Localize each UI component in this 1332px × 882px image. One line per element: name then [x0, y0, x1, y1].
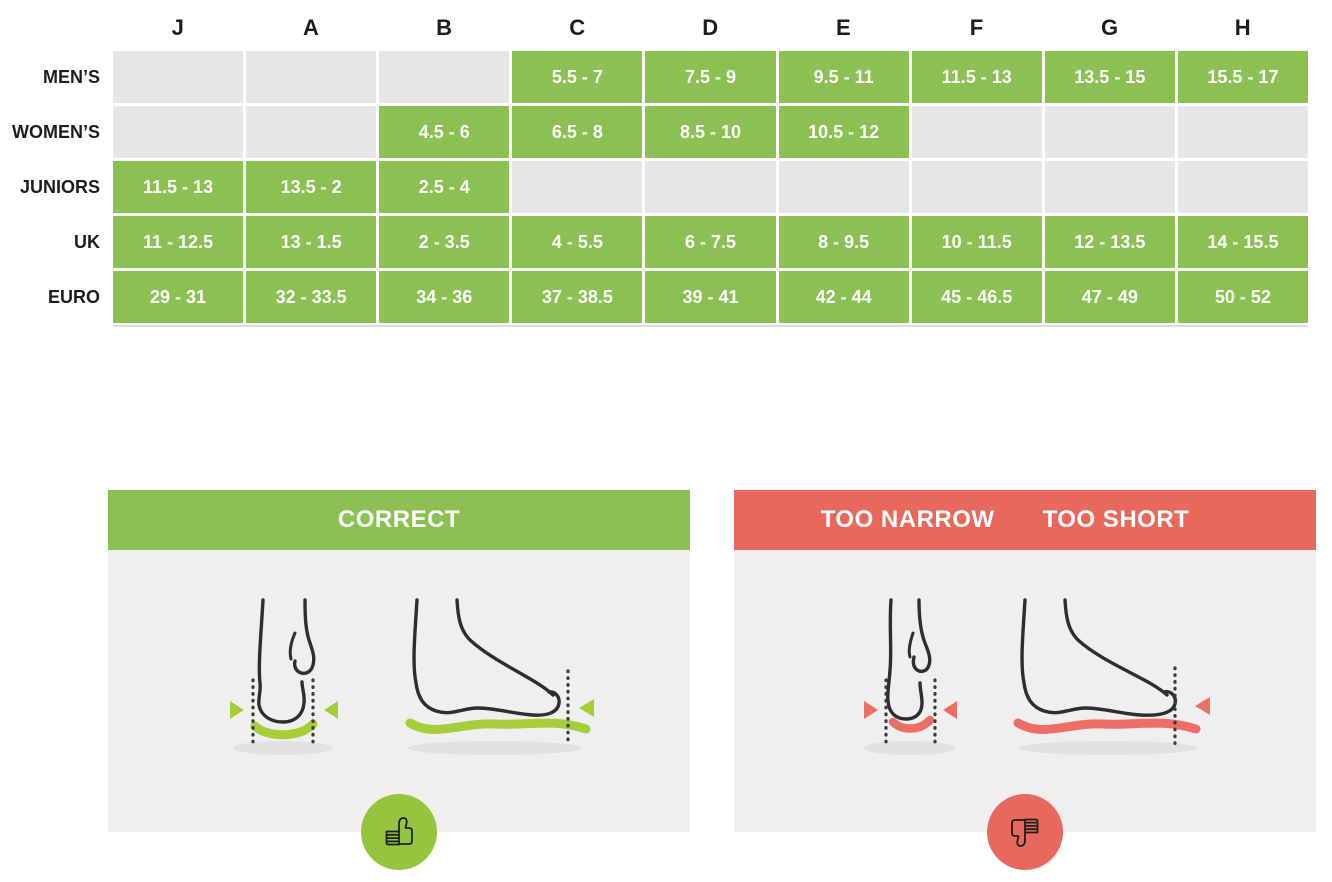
size-cell [645, 161, 776, 213]
arrow-left-icon [1195, 697, 1210, 715]
column-header-j: J [171, 15, 185, 40]
corner-cell [0, 8, 110, 48]
row-label: MEN’S [42, 66, 100, 87]
table-underline [113, 325, 1308, 327]
incorrect-panel-header: TOO NARROW TOO SHORT [734, 490, 1316, 550]
incorrect-fit-panel: TOO NARROW TOO SHORT [734, 490, 1316, 870]
row-label: WOMEN’S [12, 121, 100, 142]
correct-panel-header: CORRECT [108, 490, 690, 550]
arrow-right-icon [864, 701, 878, 719]
size-cell: 10.5 - 12 [778, 106, 909, 158]
row-label: UK [74, 231, 100, 252]
size-cell [512, 161, 643, 213]
size-cell: 13.5 - 15 [1044, 51, 1175, 103]
too-short-title: TOO SHORT [1042, 506, 1190, 533]
size-cell: 11 - 12.5 [113, 216, 244, 268]
arrow-left-icon [324, 701, 338, 719]
size-cell [911, 161, 1042, 213]
size-cell [911, 106, 1042, 158]
incorrect-panel-body [734, 550, 1316, 870]
column-header-b: B [436, 15, 453, 40]
row-label: EURO [47, 286, 100, 307]
size-cell: 42 - 44 [778, 271, 909, 323]
too-narrow-title: TOO NARROW [820, 506, 995, 533]
size-cell: 14 - 15.5 [1177, 216, 1308, 268]
column-header-d: D [702, 15, 719, 40]
size-cell: 29 - 31 [113, 271, 244, 323]
column-header-a: A [302, 15, 320, 40]
too-short-foot-diagram [1013, 598, 1210, 755]
size-cell [246, 106, 377, 158]
size-cell [1044, 106, 1175, 158]
size-cell: 13 - 1.5 [246, 216, 377, 268]
size-cell: 8 - 9.5 [778, 216, 909, 268]
row-label: JUNIORS [19, 176, 100, 197]
column-header-h: H [1234, 15, 1252, 40]
size-cell: 8.5 - 10 [645, 106, 776, 158]
column-header-g: G [1101, 15, 1119, 40]
size-cell: 11.5 - 13 [911, 51, 1042, 103]
column-header-e: E [836, 15, 852, 40]
arrow-left-icon [579, 699, 594, 717]
arrow-left-icon [943, 701, 957, 719]
thumbs-down-icon [1011, 818, 1039, 847]
thumbs-down-badge [987, 794, 1063, 870]
size-cell [1044, 161, 1175, 213]
size-cell: 2.5 - 4 [379, 161, 510, 213]
size-cell: 12 - 13.5 [1044, 216, 1175, 268]
column-header-c: C [569, 15, 586, 40]
size-cell: 34 - 36 [379, 271, 510, 323]
size-cell: 10 - 11.5 [911, 216, 1042, 268]
size-cell: 37 - 38.5 [512, 271, 643, 323]
size-cell: 47 - 49 [1044, 271, 1175, 323]
size-cell: 50 - 52 [1177, 271, 1308, 323]
size-cell: 32 - 33.5 [246, 271, 377, 323]
size-cell: 4.5 - 6 [379, 106, 510, 158]
correct-fit-panel: CORRECT [108, 490, 690, 870]
correct-foot-length-diagram [405, 598, 594, 755]
too-narrow-heel-diagram [864, 598, 957, 755]
size-cell: 2 - 3.5 [379, 216, 510, 268]
size-cell [246, 51, 377, 103]
size-cell: 9.5 - 11 [778, 51, 909, 103]
correct-panel-body [108, 550, 690, 870]
size-cell [113, 106, 244, 158]
size-cell: 13.5 - 2 [246, 161, 377, 213]
size-cell: 11.5 - 13 [113, 161, 244, 213]
size-cell: 15.5 - 17 [1177, 51, 1308, 103]
size-cell [778, 161, 909, 213]
size-chart: J A B C D E F G H MEN’S 5.5 - 7 7.5 - 9 9.5 - 11 11.5… [0, 8, 1308, 323]
thumbs-up-badge [361, 794, 437, 870]
size-cell: 7.5 - 9 [645, 51, 776, 103]
thumbs-up-icon [385, 817, 413, 846]
size-cell [1177, 161, 1308, 213]
size-cell [379, 51, 510, 103]
size-cell: 4 - 5.5 [512, 216, 643, 268]
size-cell [113, 51, 244, 103]
column-header-f: F [969, 15, 984, 40]
size-cell: 5.5 - 7 [512, 51, 643, 103]
size-cell: 45 - 46.5 [911, 271, 1042, 323]
arrow-right-icon [230, 701, 244, 719]
size-cell [1177, 106, 1308, 158]
size-cell: 39 - 41 [645, 271, 776, 323]
correct-title: CORRECT [337, 506, 461, 533]
correct-heel-width-diagram [230, 598, 338, 755]
size-cell: 6 - 7.5 [645, 216, 776, 268]
size-cell: 6.5 - 8 [512, 106, 643, 158]
